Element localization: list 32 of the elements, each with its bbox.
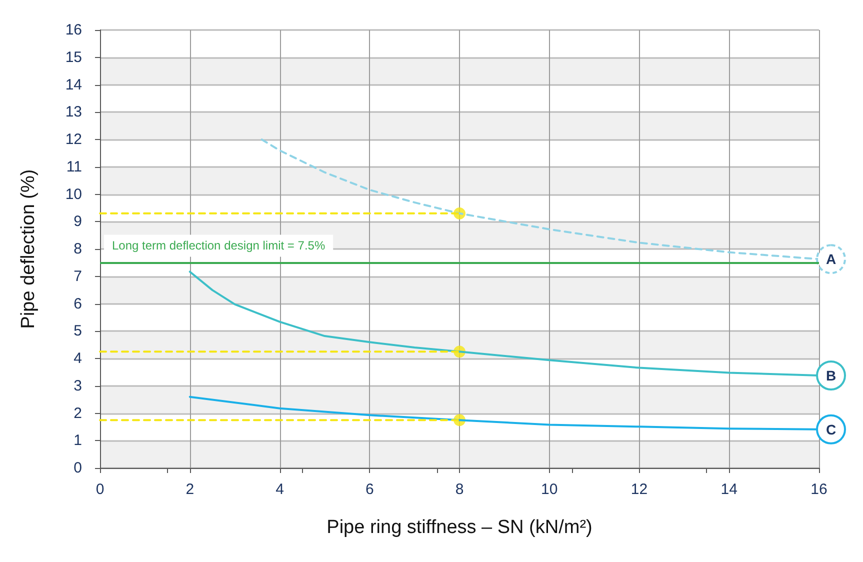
y-tick-label: 0 <box>74 460 82 476</box>
y-tick-label: 14 <box>65 76 82 94</box>
y-tick-label: 8 <box>74 240 82 258</box>
x-tick-label: 14 <box>720 481 738 498</box>
series-label: B <box>826 367 836 384</box>
y-tick-label: 12 <box>65 131 82 148</box>
y-tick-label: 9 <box>74 213 82 230</box>
y-tick-label: 3 <box>74 377 82 394</box>
x-tick-label: 12 <box>630 481 648 498</box>
x-axis-title: Pipe ring stiffness – SN (kN/m²) <box>326 517 592 538</box>
y-tick-label: 15 <box>65 48 82 66</box>
y-tick-label: 11 <box>66 158 82 176</box>
ref-line-label: Long term deflection design limit = 7.5% <box>112 238 326 253</box>
x-tick-label: 16 <box>810 481 828 498</box>
y-tick-label: 13 <box>65 104 82 121</box>
y-tick-label: 6 <box>74 295 82 312</box>
y-axis-title: Pipe deflection (%) <box>18 169 39 329</box>
y-tick-label: 5 <box>74 322 82 340</box>
x-tick-label: 2 <box>186 481 194 498</box>
series-label: C <box>826 421 836 438</box>
y-tick-label: 1 <box>74 432 82 450</box>
y-tick-label: 2 <box>74 404 82 422</box>
x-tick-label: 8 <box>455 481 464 498</box>
y-tick-label: 16 <box>65 22 82 38</box>
x-tick-label: 4 <box>276 481 284 498</box>
x-tick-label: 0 <box>96 481 104 498</box>
y-tick-label: 7 <box>74 268 82 285</box>
series-label: A <box>826 251 836 268</box>
y-tick-label: 4 <box>74 350 82 367</box>
y-tick-label: 10 <box>65 186 82 203</box>
x-tick-label: 6 <box>365 481 374 498</box>
x-tick-label: 10 <box>541 481 558 498</box>
